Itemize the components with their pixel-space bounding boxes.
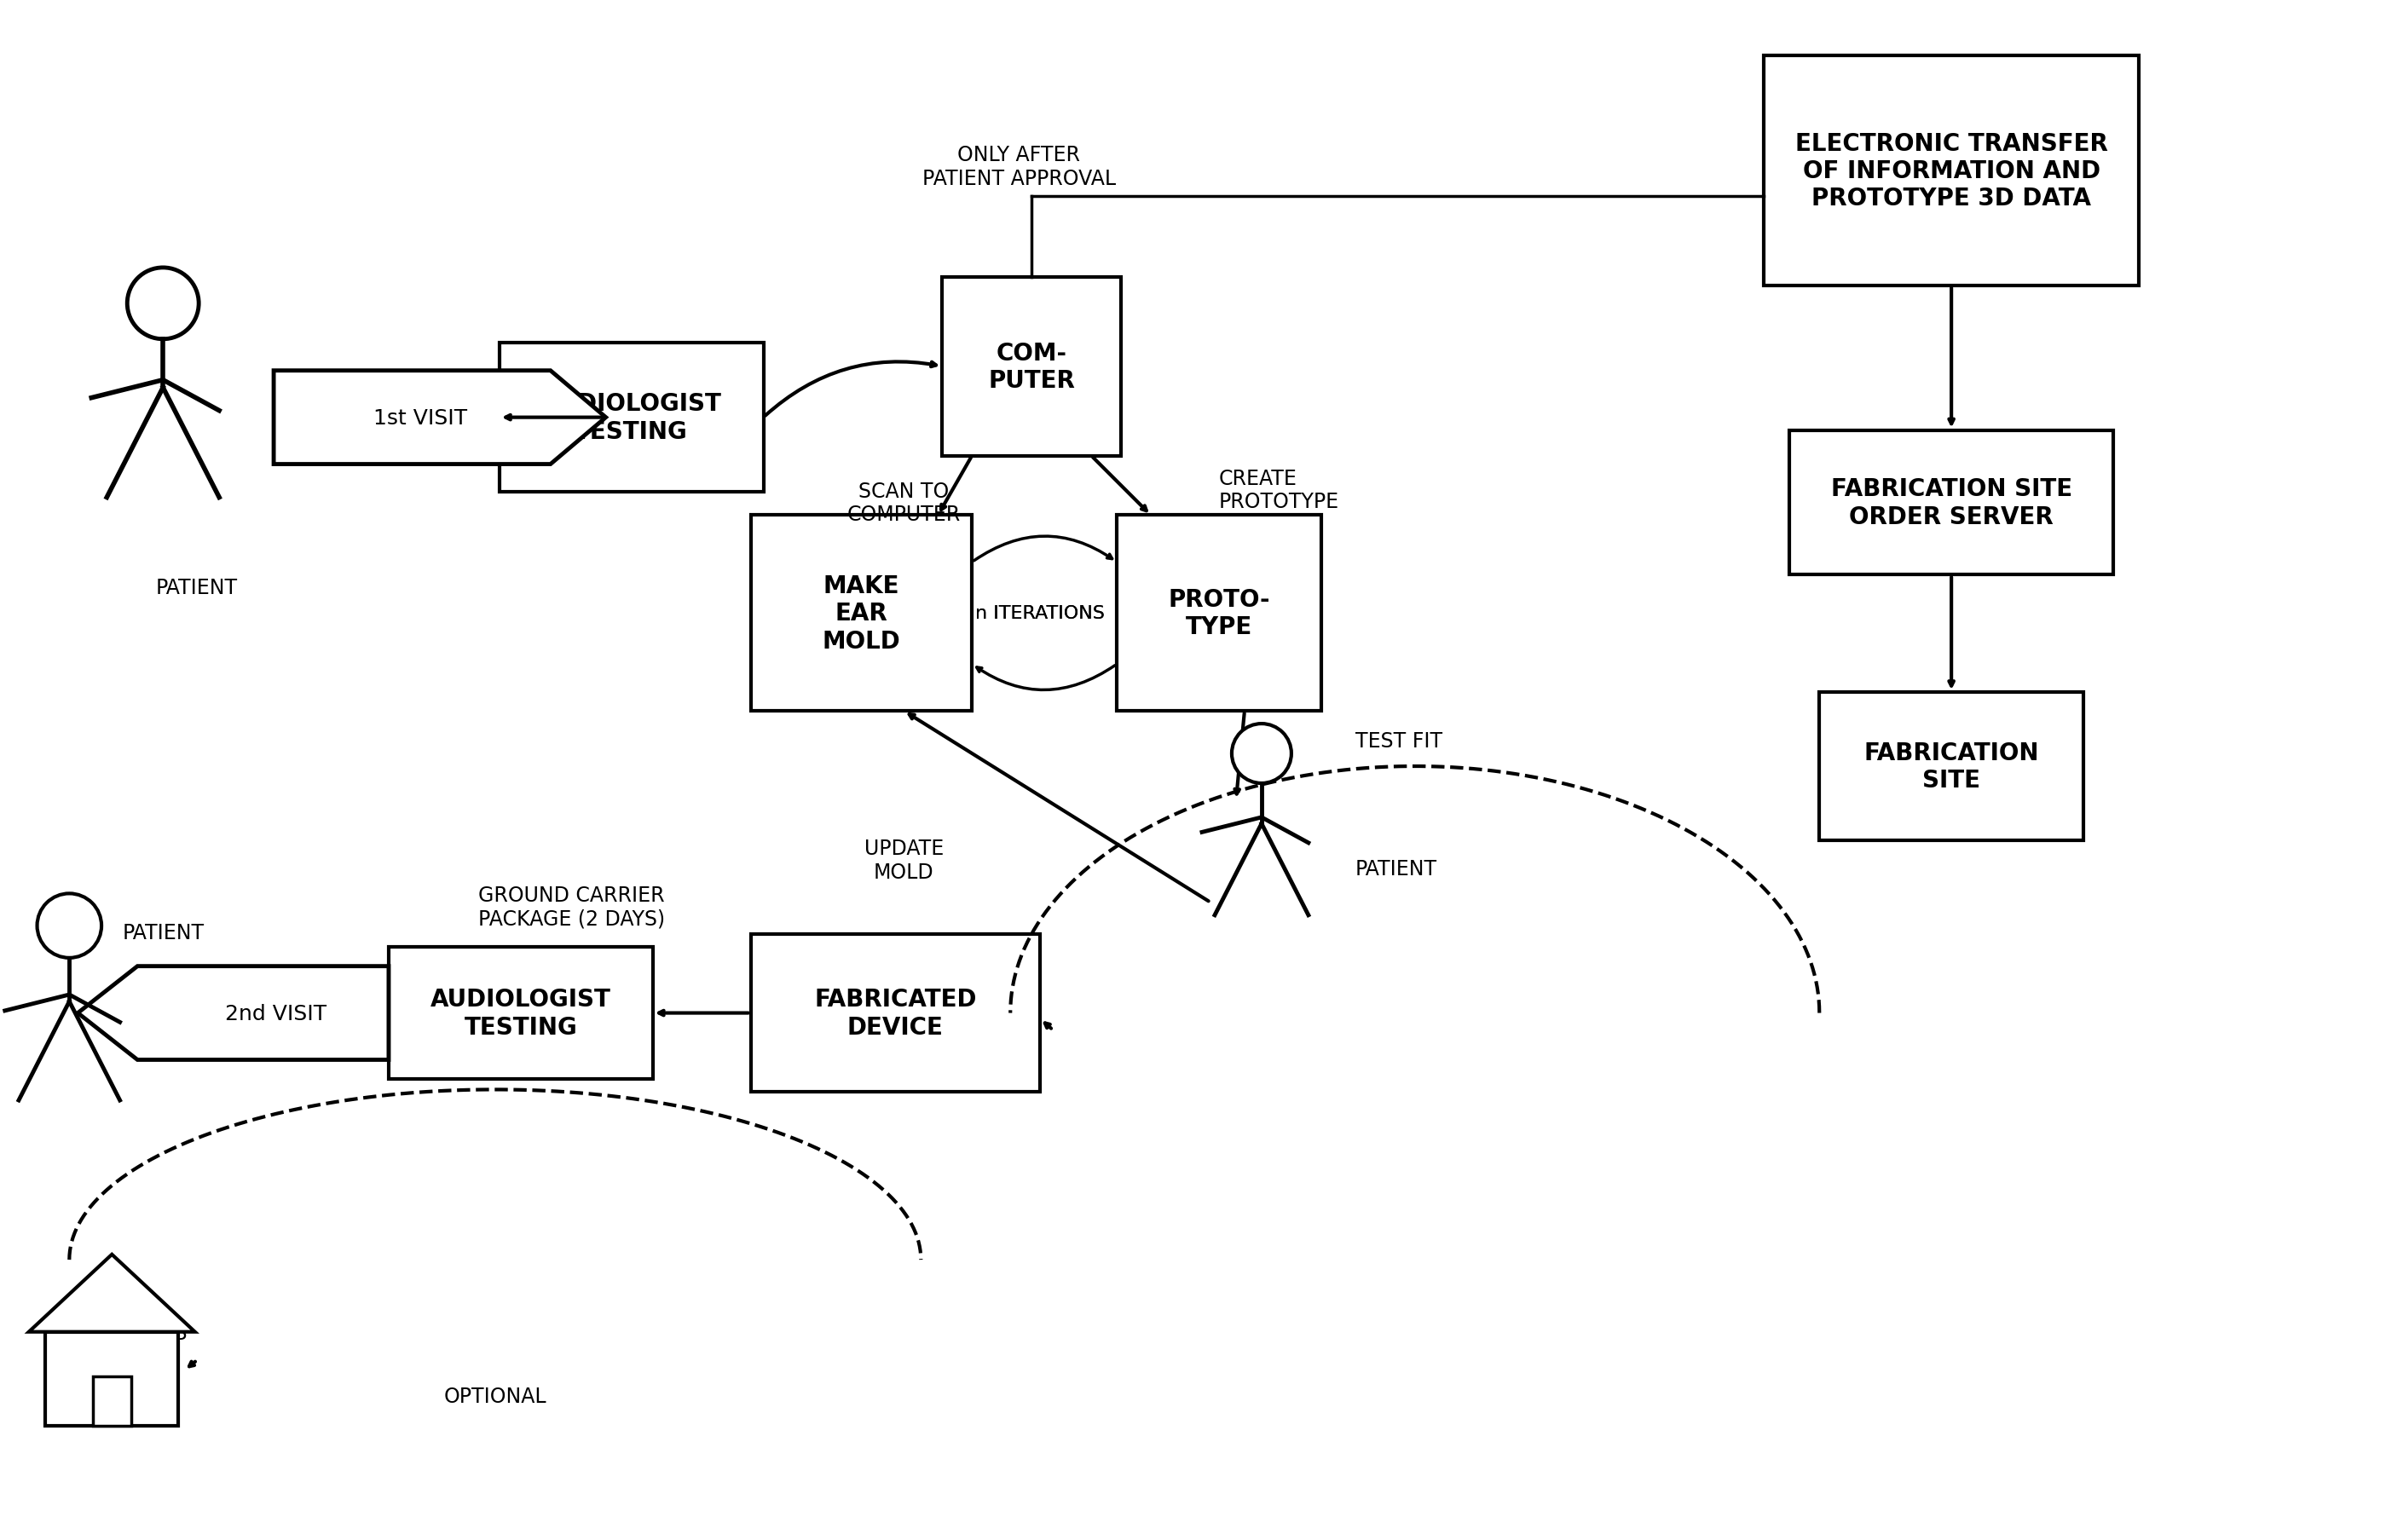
FancyBboxPatch shape [751, 516, 971, 711]
FancyBboxPatch shape [1117, 516, 1320, 711]
Text: MAKE
EAR
MOLD: MAKE EAR MOLD [823, 574, 899, 653]
Text: PATIENT: PATIENT [155, 578, 239, 598]
FancyBboxPatch shape [1763, 57, 2138, 286]
Text: FABRICATED
DEVICE: FABRICATED DEVICE [813, 987, 976, 1040]
FancyBboxPatch shape [1820, 691, 2083, 841]
Text: 1st VISIT: 1st VISIT [373, 408, 466, 428]
Text: n ITERATIONS: n ITERATIONS [976, 605, 1105, 622]
Text: PATIENT: PATIENT [1356, 858, 1438, 879]
Text: ELECTRONIC TRANSFER
OF INFORMATION AND
PROTOTYPE 3D DATA: ELECTRONIC TRANSFER OF INFORMATION AND P… [1794, 132, 2107, 211]
Text: n ITERATIONS: n ITERATIONS [976, 605, 1105, 622]
Text: FABRICATION SITE
ORDER SERVER: FABRICATION SITE ORDER SERVER [1830, 477, 2071, 528]
Text: CREATE
PROTOTYPE: CREATE PROTOTYPE [1220, 468, 1340, 513]
FancyBboxPatch shape [942, 277, 1122, 456]
FancyBboxPatch shape [500, 343, 763, 493]
FancyBboxPatch shape [1789, 431, 2112, 576]
Text: ONLY AFTER
PATIENT APPROVAL: ONLY AFTER PATIENT APPROVAL [921, 145, 1115, 189]
FancyBboxPatch shape [93, 1377, 132, 1426]
Polygon shape [79, 967, 388, 1060]
Text: SCAN TO
COMPUTER: SCAN TO COMPUTER [847, 480, 962, 525]
Polygon shape [273, 371, 605, 465]
Text: OPTIONAL: OPTIONAL [443, 1386, 545, 1406]
Text: GROUND CARRIER
PACKAGE (2 DAYS): GROUND CARRIER PACKAGE (2 DAYS) [478, 885, 665, 929]
Text: AUDIOLOGIST
TESTING: AUDIOLOGIST TESTING [431, 987, 610, 1040]
Text: PATIENT: PATIENT [122, 922, 203, 942]
Text: COM-
PUTER: COM- PUTER [988, 342, 1074, 393]
FancyBboxPatch shape [45, 1332, 179, 1426]
Circle shape [38, 893, 100, 958]
Text: PATIENT'S
HOME: PATIENT'S HOME [86, 1323, 187, 1368]
Circle shape [127, 268, 199, 340]
FancyBboxPatch shape [751, 935, 1041, 1092]
Text: UPDATE
MOLD: UPDATE MOLD [864, 838, 942, 882]
Polygon shape [29, 1255, 194, 1332]
Text: TEST FIT: TEST FIT [1356, 731, 1442, 752]
Text: PROTO-
TYPE: PROTO- TYPE [1167, 588, 1270, 639]
Circle shape [1232, 724, 1292, 784]
Text: 2nd VISIT: 2nd VISIT [225, 1003, 328, 1024]
FancyBboxPatch shape [388, 947, 653, 1080]
Text: FABRICATION
SITE: FABRICATION SITE [1863, 741, 2038, 792]
Text: AUDIOLOGIST
TESTING: AUDIOLOGIST TESTING [541, 393, 722, 444]
